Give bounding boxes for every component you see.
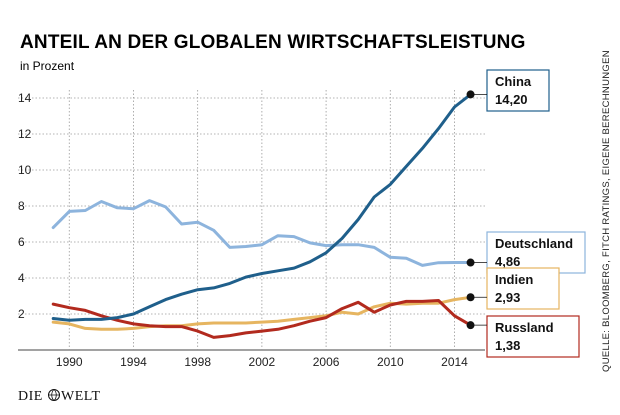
y-tick-label-6: 6 — [18, 235, 25, 249]
callout-box-china — [486, 69, 550, 112]
brand-welt: WELT — [61, 389, 101, 404]
x-tick-label-2006: 2006 — [313, 355, 340, 369]
x-tick-label-2014: 2014 — [441, 355, 468, 369]
callout-name-indien: Indien — [495, 272, 533, 287]
callout-value-china: 14,20 — [495, 92, 528, 107]
y-tick-label-4: 4 — [18, 271, 25, 285]
callout-name-russland: Russland — [495, 320, 554, 335]
series-line-russland — [51, 299, 473, 339]
axis-labels: 2 4 6 8 10 12 14 1990 1994 1998 2002 2006 2010 2014 — [18, 91, 468, 369]
y-tick-label-10: 10 — [18, 163, 32, 177]
chart-title: ANTEIL AN DER GLOBALEN WIRTSCHAFTSLEISTU… — [20, 32, 526, 53]
callout-name-deutschland: Deutschland — [495, 236, 573, 251]
source-note: QUELLE: BLOOMBERG, FITCH RATINGS, EIGENE… — [601, 50, 612, 372]
brand-die: DIE — [18, 389, 43, 404]
y-tick-label-8: 8 — [18, 199, 25, 213]
series-line-china — [51, 92, 473, 322]
callout-value-deutschland: 4,86 — [495, 254, 520, 269]
callout-value-indien: 2,93 — [495, 290, 520, 305]
end-dot-russland — [466, 321, 475, 330]
x-tick-label-1990: 1990 — [56, 355, 83, 369]
y-tick-label-14: 14 — [18, 91, 32, 105]
y-tick-label-2: 2 — [18, 307, 25, 321]
end-dot-deutschland — [466, 258, 475, 267]
callout-box-indien — [486, 267, 560, 310]
x-tick-label-2010: 2010 — [377, 355, 404, 369]
y-tick-label-12: 12 — [18, 127, 32, 141]
end-dot-china — [466, 90, 475, 99]
callout-name-china: China — [495, 74, 532, 89]
callout-box-russland — [486, 315, 580, 358]
chart-subtitle: in Prozent — [20, 59, 75, 73]
end-dot-indien — [466, 293, 475, 302]
x-tick-label-1998: 1998 — [184, 355, 211, 369]
brand-logo: DIE WELT — [18, 389, 101, 404]
end-callouts: China 14,20 Deutschland 4,86 Indien 2,93 Russl… — [466, 69, 586, 358]
series-lines — [51, 92, 473, 339]
callout-value-russland: 1,38 — [495, 338, 520, 353]
series-line-deutschland — [51, 199, 473, 267]
welt-globe-icon — [48, 389, 60, 402]
x-tick-label-2002: 2002 — [249, 355, 276, 369]
x-tick-label-1994: 1994 — [120, 355, 147, 369]
